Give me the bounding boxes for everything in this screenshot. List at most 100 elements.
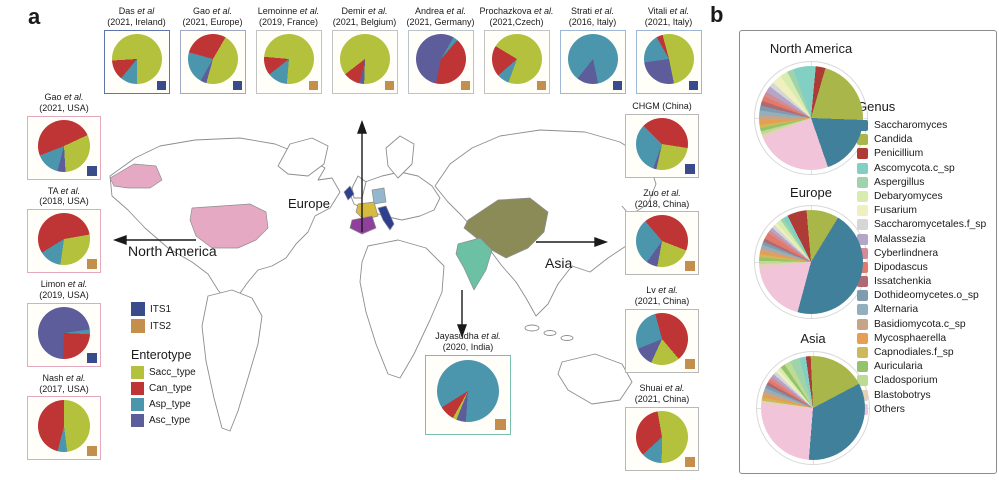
study-shuai: Shuai et al. (2021, China) [623,383,701,471]
its-marker-its2 [384,80,394,90]
study-label-line1: Shuai et al. [639,382,685,393]
left-column-studies: Gao et al. (2021, USA) TA et al. (2018, USA… [26,92,102,461]
study-box [103,29,170,94]
legend-swatch [857,176,868,188]
its-marker-its2 [685,358,695,369]
study-label-line2: (2021, Ireland) [107,16,166,27]
its-marker-its1 [232,80,242,90]
study-pie [636,312,688,365]
region-north-america: North America [753,41,869,175]
study-label: Das et al (2021, Ireland) [107,6,166,28]
study-label-etal: et al. [446,6,467,16]
legend-swatch [857,361,868,373]
study-label-line2: (2021, Europe) [182,16,243,27]
study-label-line2: (2021,Czech) [489,16,544,27]
study-label-etal: et al. [481,331,501,341]
right-column-studies: CHGM (China) Zuo et al. (2018, China) Lv et… [623,101,701,471]
india-study: Jayasudha et al. (2020, India) [420,331,516,435]
study-label: TA et al. (2018, USA) [39,186,89,208]
study-box [625,113,699,178]
legend-swatch [857,304,868,316]
its-marker-its2 [308,80,318,90]
legend-label: Aspergillus [874,176,925,188]
study-label: Demir et al. (2021, Belgium) [333,6,397,28]
pie-ring [754,61,868,175]
study-box [27,396,101,461]
study-label-etal: et al. [594,6,615,16]
genus-legend-item: Auricularia [857,361,993,373]
study-pie [38,306,90,359]
panel-b-label: b [710,2,724,27]
genus-legend-item: Fusarium [857,205,993,217]
study-label-line2: (2020, India) [442,341,494,352]
study-label-line1: Nash et al. [42,372,86,383]
its-marker-its2 [460,80,470,90]
enterotype-legend-item: Asc_type [131,414,196,427]
study-label-line1: Vitali et al. [647,6,690,16]
study-pie [111,33,162,84]
country-usa [189,203,269,249]
genus-legend-item: Debaryomyces [857,190,993,202]
country-india [455,237,493,291]
study-pie [187,33,238,84]
study-zuo: Zuo et al. (2018, China) [623,188,701,276]
legend-label: Saccharomycetales.f_sp [874,219,987,231]
its-marker-its1 [87,165,97,176]
study-label: Vitali et al. (2021, Italy) [645,6,693,28]
its-marker-its2 [685,261,695,272]
study-label-line2: (2021, Italy) [644,16,693,27]
study-pie [415,33,466,84]
legend-swatch [857,205,868,217]
legend-swatch [131,398,144,411]
study-label-etal: et al. [212,6,232,16]
study-pie [437,359,499,422]
country-alaska [109,163,163,189]
genus-legend-item: Saccharomycetales.f_sp [857,219,993,231]
genus-legend-item: Ascomycota.c_sp [857,162,993,174]
country-italy [377,205,395,231]
its-marker-its2 [536,80,546,90]
region-asia: Asia [755,331,871,465]
legend-label: Cyberlindnera [874,247,939,259]
study-pie [339,33,390,84]
legend-label: Can_type [149,383,192,394]
legend-label: Asc_type [149,415,191,426]
map-label-asia: Asia [545,255,573,271]
study-demir: Demir et al. (2021, Belgium) [329,6,400,94]
study-label-line1: Jayasudha et al. [435,331,501,341]
legend-label: Candida [874,134,913,146]
study-gao_usa: Gao et al. (2021, USA) [26,92,102,180]
legend-swatch [857,247,868,259]
study-label: Gao et al. (2021, USA) [39,92,89,114]
study-label: Shuai et al. (2021, China) [635,383,690,405]
legend-swatch [131,382,144,395]
study-pie [38,400,90,453]
study-label-line2: (2016, Italy) [568,16,617,27]
legend-swatch [131,302,145,316]
its-legend: ITS1 ITS2 [131,302,171,336]
study-box [27,115,101,180]
genus-legend-item: Aspergillus [857,176,993,188]
study-label-etal: et al. [661,187,681,198]
study-label: Lv et al. (2021, China) [635,285,690,307]
study-label-line2: (2018, China) [634,198,690,209]
legend-label: Malassezia [874,233,926,245]
study-label: Strati et al. (2016, Italy) [569,6,617,28]
genus-legend-item: Cyberlindnera [857,247,993,259]
study-label: CHGM (China) [632,101,692,112]
legend-label: ITS1 [150,303,172,315]
study-label-line2: (2021, China) [634,296,690,307]
study-label: Nash et al. (2017, USA) [39,373,89,395]
study-vitali: Vitali et al. (2021, Italy) [633,6,704,94]
genus-legend-item: Issatchenkia [857,276,993,288]
study-label-etal: et al. [658,285,678,296]
enterotype-legend-item: Can_type [131,382,196,395]
landmass-scandinavia [385,135,415,179]
study-box [559,29,626,94]
legend-label: Issatchenkia [874,276,932,288]
genus-legend-item: Candida [857,134,993,146]
legend-label: Penicillium [874,148,924,160]
study-box [331,29,398,94]
study-label: Jayasudha et al. (2020, India) [435,331,501,353]
